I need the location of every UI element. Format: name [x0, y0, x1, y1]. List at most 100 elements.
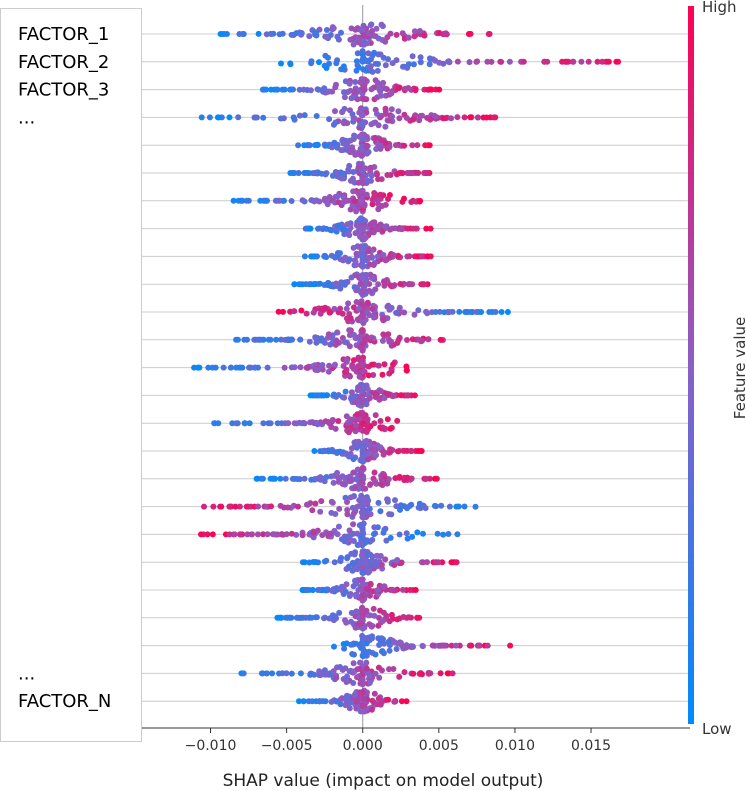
- shap-point: [267, 420, 274, 427]
- shap-point: [375, 499, 382, 506]
- shap-point: [338, 175, 345, 182]
- shap-point: [368, 623, 375, 630]
- shap-point: [234, 336, 241, 343]
- shap-point: [417, 197, 424, 204]
- shap-point: [322, 171, 329, 178]
- x-tick-label: −0.005: [261, 738, 313, 754]
- shap-point: [472, 503, 479, 510]
- shap-point: [340, 641, 347, 647]
- shap-point: [359, 152, 366, 159]
- shap-point: [299, 197, 306, 204]
- shap-point: [371, 420, 378, 427]
- shap-point: [206, 114, 213, 121]
- shap-point: [268, 86, 275, 93]
- shap-point: [381, 395, 388, 402]
- shap-point: [341, 645, 348, 652]
- shap-point: [241, 420, 248, 427]
- shap-point: [335, 478, 342, 485]
- shap-point: [359, 288, 366, 295]
- shap-point: [343, 305, 350, 312]
- shap-point: [320, 392, 327, 399]
- shap-point: [383, 537, 390, 544]
- shap-point: [394, 339, 401, 346]
- shap-point: [440, 115, 447, 122]
- shap-point: [377, 191, 384, 198]
- shap-point: [328, 698, 335, 705]
- shap-point: [403, 698, 410, 705]
- shap-point: [346, 705, 353, 712]
- shap-point: [385, 696, 392, 703]
- shap-point: [344, 139, 351, 146]
- shap-point: [316, 59, 322, 66]
- shap-point: [364, 386, 371, 393]
- shap-point: [484, 642, 491, 649]
- shap-point: [290, 114, 297, 121]
- shap-point: [377, 221, 384, 228]
- shap-point: [358, 492, 365, 499]
- shap-point: [321, 615, 327, 622]
- shap-point: [255, 30, 262, 37]
- shap-point: [296, 281, 302, 288]
- shap-point: [380, 470, 386, 477]
- shap-point: [309, 507, 316, 514]
- shap-point: [325, 419, 332, 425]
- shap-point: [359, 702, 366, 709]
- x-axis-title: SHAP value (impact on model output): [223, 771, 544, 791]
- shap-point: [396, 115, 403, 122]
- shap-point: [359, 614, 366, 621]
- shap-point: [372, 106, 379, 113]
- shap-point: [453, 642, 459, 649]
- shap-point: [473, 309, 480, 315]
- shap-point: [448, 115, 455, 122]
- shap-point: [442, 30, 449, 37]
- shap-point: [353, 206, 360, 213]
- shap-point: [476, 642, 483, 649]
- shap-point: [394, 417, 401, 424]
- shap-point: [230, 197, 237, 204]
- shap-point: [269, 475, 276, 482]
- shap-point: [455, 503, 462, 510]
- shap-point: [233, 364, 240, 371]
- shap-point: [368, 361, 375, 368]
- shap-point: [424, 86, 431, 93]
- shap-point: [376, 674, 383, 681]
- shap-point: [467, 114, 474, 121]
- shap-point: [379, 371, 386, 378]
- shap-point: [377, 137, 384, 143]
- shap-point: [281, 364, 288, 371]
- shap-point: [312, 475, 319, 482]
- shap-point: [403, 367, 410, 374]
- shap-point: [434, 530, 441, 537]
- shap-point: [375, 362, 382, 369]
- shap-point: [348, 550, 355, 557]
- shap-point: [409, 53, 416, 60]
- shap-point: [338, 29, 344, 36]
- shap-point: [347, 591, 354, 597]
- shap-point: [368, 86, 375, 93]
- shap-point: [395, 252, 402, 259]
- shap-point: [291, 420, 298, 427]
- shap-point: [363, 659, 370, 666]
- shap-point: [344, 507, 351, 513]
- shap-point: [263, 31, 270, 38]
- shap-point: [332, 361, 338, 368]
- shap-point: [446, 309, 453, 315]
- shap-point: [364, 585, 370, 592]
- shap-point: [359, 313, 366, 320]
- shap-point: [424, 559, 430, 566]
- shap-point: [370, 32, 377, 39]
- shap-point: [339, 137, 346, 144]
- shap-point: [350, 456, 357, 463]
- shap-point: [386, 192, 393, 198]
- shap-point: [343, 619, 350, 626]
- shap-point: [416, 117, 423, 124]
- shap-point: [359, 251, 366, 258]
- shap-point: [393, 557, 400, 564]
- shap-point: [445, 58, 451, 65]
- shap-point: [388, 611, 395, 618]
- shap-point: [419, 642, 426, 649]
- shap-point: [365, 670, 372, 677]
- shap-point: [342, 702, 349, 709]
- shap-point: [349, 175, 356, 182]
- shap-point: [388, 106, 395, 113]
